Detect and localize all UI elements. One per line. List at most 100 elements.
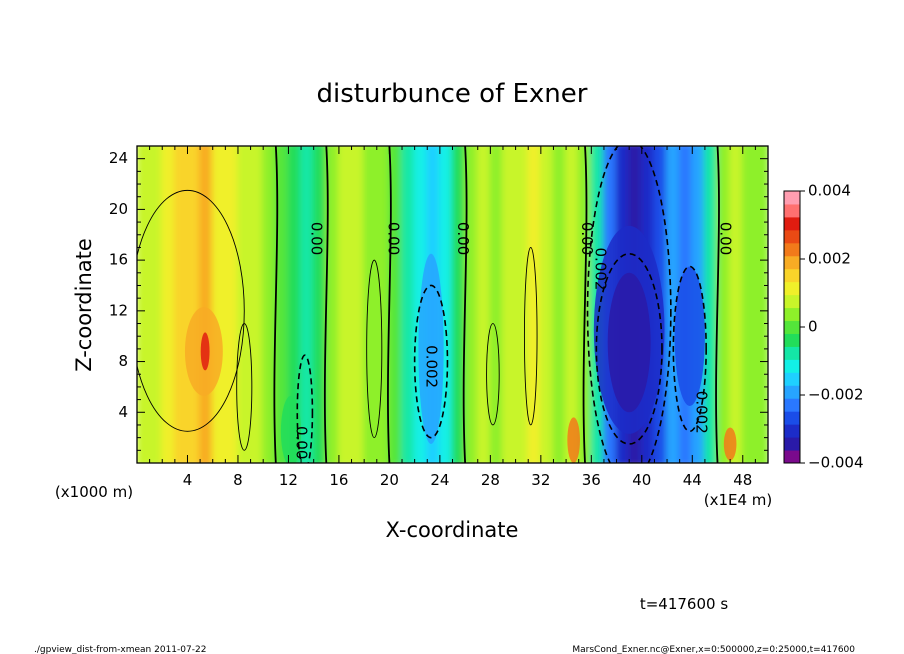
- contour-label-3: 0.00: [454, 222, 472, 255]
- contour-negative-2: [672, 265, 707, 433]
- colorbar-swatch-16: [784, 242, 800, 257]
- contour-positive-0: [137, 189, 245, 432]
- contour-label-2: 0.00: [385, 222, 403, 255]
- colorbar-swatch-4: [784, 398, 800, 412]
- field-column-19: [375, 146, 391, 463]
- y-unit-label: (x1000 m): [55, 483, 133, 501]
- x-axis: 4 8 12 16 20 24 28 32 36 40 44 48: [136, 146, 769, 489]
- field-column-13: [300, 146, 315, 463]
- contour-positive-4: [236, 323, 253, 451]
- x-axis-title: X-coordinate: [386, 518, 519, 542]
- field-column-7: [224, 146, 239, 463]
- field-column-16: [337, 146, 353, 463]
- colorbar-swatch-5: [784, 385, 800, 399]
- contour-negative-1: [595, 252, 663, 445]
- field-feature-2: [674, 266, 705, 406]
- colorbar: 0.004 0.002 0 −0.002 −0.004: [783, 182, 864, 472]
- field-column-27: [476, 146, 492, 463]
- colorbar-swatch-0: [784, 450, 800, 464]
- colorbar-swatch-18: [784, 216, 800, 231]
- field-column-32: [539, 146, 555, 463]
- footer-right: MarsCond_Exner.nc@Exner,x=0:500000,z=0:2…: [572, 645, 855, 654]
- field-column-47: [729, 146, 744, 463]
- contour-label-0: 0.00: [293, 426, 311, 459]
- x-tick-label-48: 48: [733, 471, 752, 489]
- contour-label-5: 0.00: [578, 222, 596, 255]
- field-column-33: [552, 146, 568, 463]
- y-tick-label-20: 20: [109, 200, 128, 218]
- chart-title: disturbunce of Exner: [317, 79, 588, 109]
- colorbar-swatch-3: [784, 411, 800, 425]
- colorbar-swatch-6: [784, 372, 800, 386]
- footer-left: ./gpview_dist-from-xmean 2011-07-22: [34, 645, 206, 654]
- field-feature-8: [280, 395, 302, 463]
- x-tick-label-8: 8: [233, 471, 243, 489]
- field-column-1: [148, 146, 164, 463]
- field-column-29: [501, 146, 517, 463]
- field-column-3: [173, 146, 189, 463]
- colorbar-label-2: 0: [808, 318, 818, 336]
- contour-label-8: 0.00: [717, 222, 735, 255]
- colorbar-swatch-20: [784, 191, 800, 205]
- x-tick-label-12: 12: [279, 471, 298, 489]
- contour-zero-5: [715, 146, 720, 463]
- field-column-25: [451, 146, 467, 463]
- field-column-45: [703, 146, 719, 463]
- field-column-20: [388, 146, 404, 463]
- y-tick-label-24: 24: [109, 149, 128, 167]
- field-column-28: [489, 146, 504, 463]
- contour-feature-layer: [184, 225, 737, 463]
- contour-lines: [137, 146, 720, 463]
- field-column-6: [211, 146, 227, 463]
- x-tick-label-28: 28: [481, 471, 500, 489]
- contour-zero-4: [582, 146, 588, 463]
- colorbar-label-1: 0.002: [808, 250, 851, 268]
- colorbar-swatch-2: [784, 424, 800, 438]
- contour-label-1: 0.00: [308, 222, 326, 255]
- colorbar-swatch-14: [784, 268, 800, 283]
- field-feature-5: [200, 332, 210, 371]
- x-tick-label-16: 16: [329, 471, 348, 489]
- field-column-46: [716, 146, 732, 463]
- field-column-5: [199, 146, 214, 463]
- contour-zero-1: [323, 146, 329, 463]
- x-tick-label-36: 36: [582, 471, 601, 489]
- field-feature-7: [723, 427, 737, 461]
- y-tick-label-16: 16: [109, 251, 128, 269]
- x-tick-label-32: 32: [531, 471, 550, 489]
- colorbar-swatch-13: [784, 281, 800, 296]
- colorbar-swatch-1: [784, 437, 800, 451]
- y-tick-label-8: 8: [118, 352, 128, 370]
- contour-zero-2: [387, 146, 392, 463]
- contour-negative-3: [413, 284, 449, 439]
- field-column-42: [666, 146, 681, 463]
- field-column-30: [514, 146, 530, 463]
- field-column-9: [249, 146, 265, 463]
- contour-negative-0: [586, 146, 672, 463]
- field-column-11: [274, 146, 290, 463]
- y-tick-label-4: 4: [118, 403, 128, 421]
- contour-fill-field: [137, 146, 768, 463]
- colorbar-swatch-9: [784, 333, 800, 347]
- contour-zero-0: [273, 146, 279, 463]
- field-column-0: [137, 146, 151, 463]
- colorbar-label-3: −0.002: [808, 386, 864, 404]
- field-column-10: [262, 146, 277, 463]
- contour-label-6: 0.002: [592, 248, 610, 291]
- contour-positive-2: [486, 323, 500, 426]
- field-column-34: [565, 146, 580, 463]
- colorbar-swatch-7: [784, 359, 800, 373]
- colorbar-swatch-11: [784, 307, 800, 322]
- field-column-26: [464, 146, 479, 463]
- colorbar-swatch-19: [784, 203, 800, 218]
- colorbar-label-0: 0.004: [808, 182, 851, 200]
- field-column-48: [741, 146, 757, 463]
- contour-positive-1: [366, 259, 383, 439]
- field-column-15: [325, 146, 340, 463]
- colorbar-swatch-10: [784, 320, 800, 334]
- colorbar-label-4: −0.004: [808, 454, 864, 472]
- x-tick-label-44: 44: [683, 471, 702, 489]
- field-column-14: [312, 146, 328, 463]
